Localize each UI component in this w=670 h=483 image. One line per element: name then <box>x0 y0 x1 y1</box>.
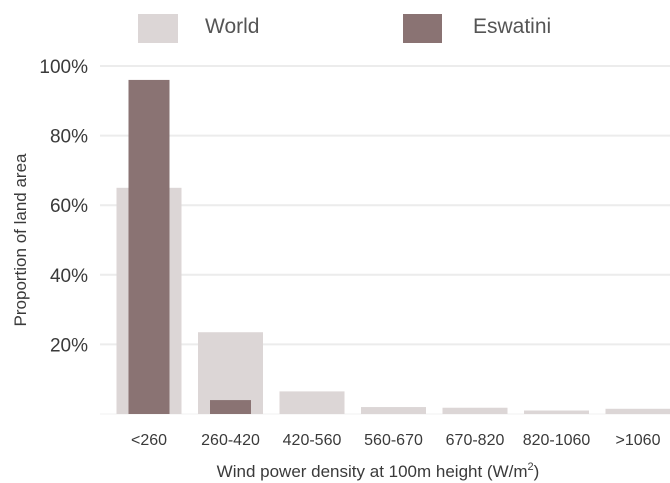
world-bar <box>605 408 670 414</box>
gridlines <box>100 65 670 415</box>
x-axis-label-end: ) <box>534 462 540 481</box>
x-tick-label: >1060 <box>616 432 661 449</box>
x-tick-label: 560-670 <box>364 432 423 449</box>
x-axis-label-main: Wind power density at 100m height (W/m <box>217 462 528 481</box>
y-tick-label: 60% <box>50 196 88 217</box>
legend: World Eswatini <box>138 14 551 43</box>
y-axis-label: Proportion of land area <box>11 153 30 326</box>
world-bar <box>524 410 589 414</box>
eswatini-bar <box>128 79 170 415</box>
x-tick-label: <260 <box>131 432 167 449</box>
legend-label-eswatini: Eswatini <box>473 15 551 38</box>
legend-label-world: World <box>205 15 259 38</box>
x-axis-label-superscript: 2 <box>528 461 534 473</box>
x-tick-label: 420-560 <box>283 432 342 449</box>
y-tick-label: 100% <box>39 57 88 78</box>
x-axis-ticks: <260 260-420 420-560 560-670 670-820 820-1060… <box>131 432 661 449</box>
legend-swatch-eswatini <box>403 14 442 43</box>
y-tick-label: 40% <box>50 266 88 287</box>
eswatini-bar <box>210 400 251 414</box>
y-tick-label: 80% <box>50 127 88 148</box>
x-tick-label: 260-420 <box>201 432 260 449</box>
bars <box>116 79 670 415</box>
x-tick-label: 670-820 <box>446 432 505 449</box>
world-bar <box>279 391 345 414</box>
y-tick-label: 20% <box>50 335 88 356</box>
world-bar <box>442 407 508 414</box>
x-axis-label: Wind power density at 100m height (W/m2) <box>217 461 540 481</box>
world-bar <box>361 407 426 414</box>
y-axis-ticks: 20% 40% 60% 80% 100% <box>39 57 88 356</box>
x-tick-label: 820-1060 <box>523 432 591 449</box>
legend-swatch-world <box>138 14 178 43</box>
